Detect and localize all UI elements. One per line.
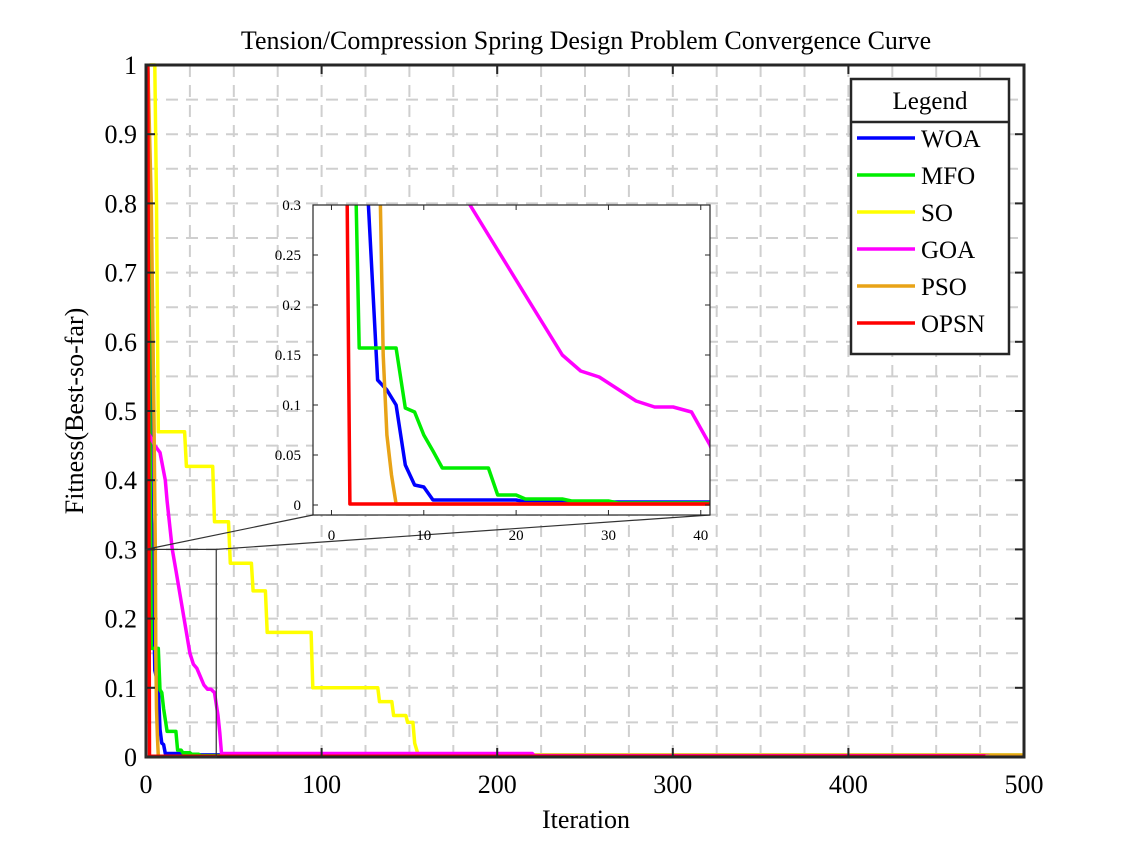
inset-x-tick-label: 30 — [601, 528, 616, 544]
inset-y-tick-label: 0.05 — [275, 448, 301, 464]
x-tick-label: 500 — [1005, 770, 1044, 799]
legend-label-goa: GOA — [921, 237, 975, 264]
zoom-connector-line — [216, 514, 711, 550]
inset-frame — [312, 204, 711, 516]
y-tick-label: 0.6 — [105, 328, 138, 357]
legend-label-opsn: OPSN — [921, 311, 985, 338]
y-tick-label: 0.4 — [105, 466, 138, 495]
y-tick-label: 0 — [124, 743, 137, 772]
legend: Legend WOA MFO SO GOA PSO OPSN — [849, 77, 1011, 356]
inset-axes: 0 10 20 30 40 0 0.05 0.1 0.15 0.2 0.25 0.3 — [275, 0, 719, 544]
legend-label-pso: PSO — [921, 274, 967, 301]
inset-series-line-mfo — [354, 205, 710, 505]
y-tick-label: 0.7 — [105, 259, 138, 288]
chart-title: Tension/Compression Spring Design Proble… — [241, 26, 931, 55]
series-line-so — [149, 63, 1024, 757]
inset-series-line-opsn — [345, 205, 710, 506]
y-tick-label: 0.5 — [105, 397, 138, 426]
series-line-goa — [146, 431, 1024, 758]
y-tick-label: 0.3 — [105, 535, 138, 564]
inset-y-tick-label: 0 — [294, 498, 302, 514]
inset-series-line-goa — [468, 205, 710, 451]
zoom-connector-line — [145, 514, 314, 550]
zoom-region-rect — [145, 548, 217, 758]
inset-y-tick-label: 0.25 — [275, 248, 301, 264]
y-tick-label: 0.9 — [105, 120, 138, 149]
x-tick-label: 100 — [302, 770, 341, 799]
y-tick-label: 1 — [124, 51, 137, 80]
x-tick-label: 0 — [140, 770, 153, 799]
x-tick-label: 300 — [653, 770, 692, 799]
x-tick-label: 400 — [829, 770, 868, 799]
y-tick-label: 0.2 — [105, 605, 138, 634]
legend-label-mfo: MFO — [921, 163, 975, 190]
inset-series-line-so — [350, 0, 719, 165]
zoom-region-box — [145, 514, 711, 758]
inset-x-tick-label: 20 — [509, 528, 524, 544]
inset-y-tick-label: 0.2 — [282, 298, 301, 314]
inset-y-tick-label: 0.3 — [282, 198, 301, 214]
inset-y-tick-label: 0.1 — [282, 398, 301, 414]
x-tick-label: 200 — [478, 770, 517, 799]
y-axis-label: Fitness(Best-so-far) — [60, 308, 89, 515]
inset-y-tick-label: 0.15 — [275, 348, 301, 364]
inset-series-group — [345, 0, 719, 506]
main-ticks: 0 100 200 300 400 50000.10.20.30.40.50.60.70.… — [105, 51, 1044, 799]
inset-x-tick-label: 10 — [416, 528, 431, 544]
x-axis-label: Iteration — [542, 805, 630, 834]
legend-box — [849, 77, 1011, 356]
y-tick-label: 0.8 — [105, 189, 138, 218]
inset-x-tick-label: 0 — [328, 528, 336, 544]
inset-background — [313, 205, 710, 515]
legend-label-woa: WOA — [921, 126, 981, 153]
legend-title: Legend — [893, 88, 968, 115]
inset-series-line-woa — [366, 205, 710, 504]
inset-x-tick-label: 40 — [693, 528, 708, 544]
y-tick-label: 0.1 — [105, 674, 138, 703]
legend-label-so: SO — [921, 200, 953, 227]
inset-series-line-pso — [378, 205, 710, 506]
